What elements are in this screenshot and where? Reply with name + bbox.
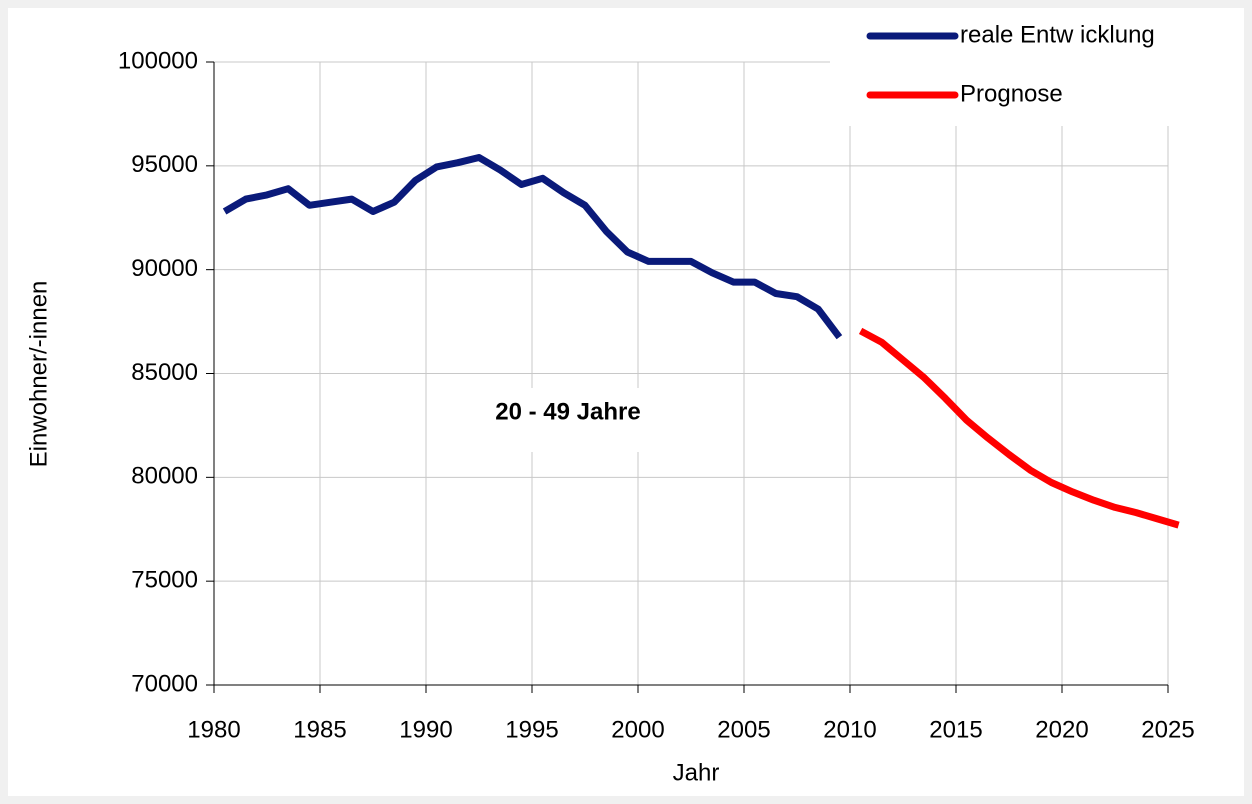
x-tick-label: 2025 [1141, 716, 1194, 743]
marks [222, 154, 1180, 529]
legend-box [830, 10, 1240, 126]
x-tick-label: 2005 [717, 716, 770, 743]
y-tick-label: 75000 [131, 567, 198, 594]
x-tick-label: 1995 [505, 716, 558, 743]
x-tick-label: 1990 [399, 716, 452, 743]
y-tick-label: 100000 [118, 47, 198, 74]
y-tick-label: 85000 [131, 359, 198, 386]
legend-label: reale Entw icklung [960, 21, 1155, 48]
y-tick-label: 80000 [131, 463, 198, 490]
series-line [858, 327, 1180, 529]
x-tick-label: 2015 [929, 716, 982, 743]
x-axis-label: Jahr [673, 759, 720, 786]
annotation: 20 - 49 Jahre [495, 398, 640, 425]
legend-label: Prognose [960, 80, 1063, 107]
x-tick-label: 2020 [1035, 716, 1088, 743]
x-tick-label: 1980 [187, 716, 240, 743]
y-tick-label: 90000 [131, 255, 198, 282]
y-axis-label: Einwohner/-innen [25, 281, 52, 468]
y-tick-label: 95000 [131, 151, 198, 178]
x-tick-label: 1985 [293, 716, 346, 743]
y-tick-label: 70000 [131, 670, 198, 697]
x-tick-label: 2000 [611, 716, 664, 743]
series-line [222, 154, 843, 340]
x-tick-label: 2010 [823, 716, 876, 743]
grid [206, 61, 1169, 693]
annotation-bg [440, 388, 690, 452]
